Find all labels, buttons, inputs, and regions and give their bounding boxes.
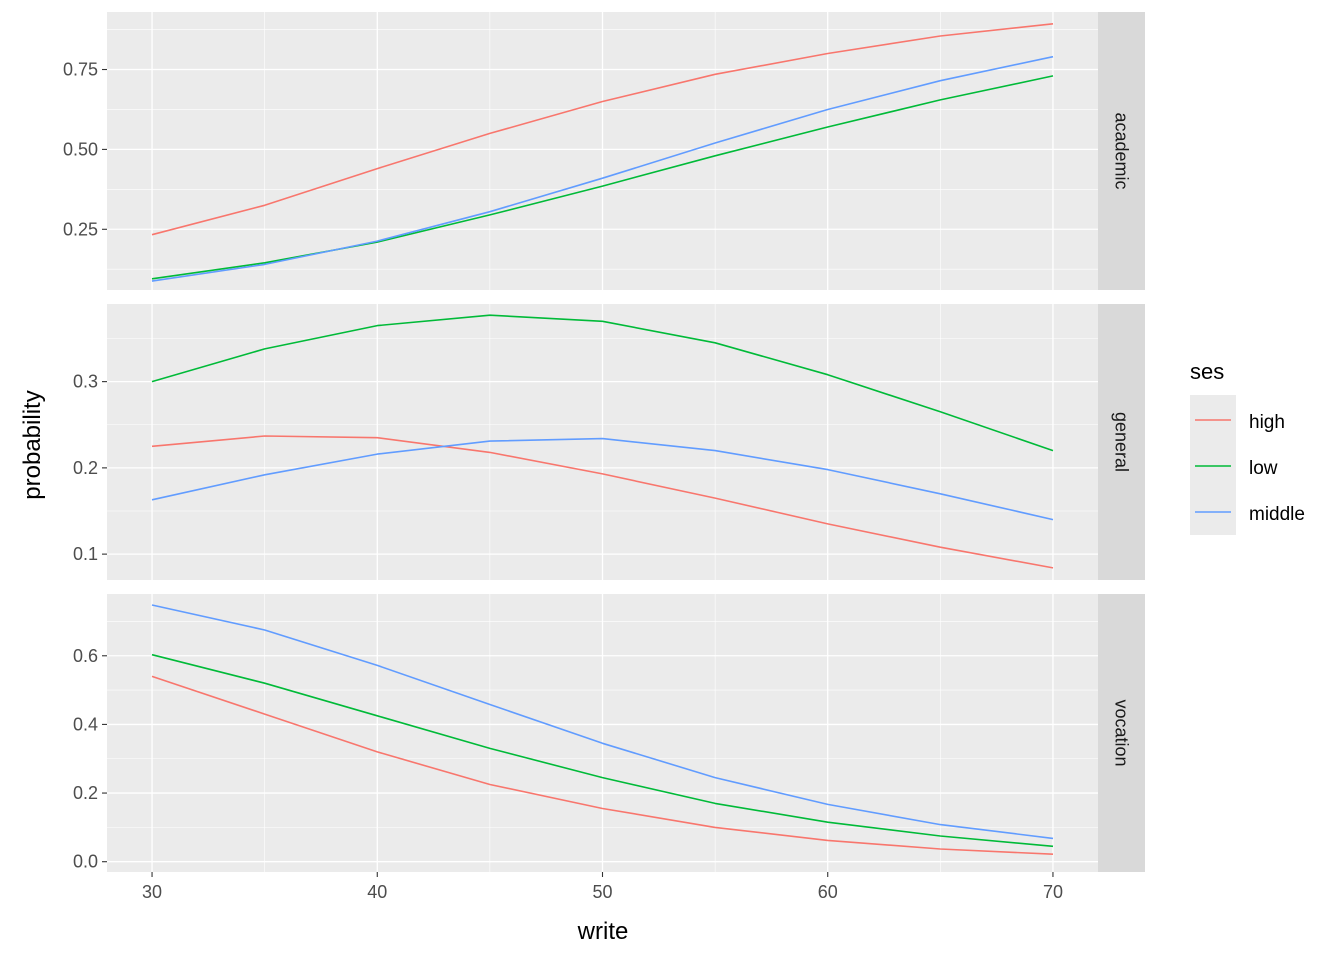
- legend-label-high: high: [1249, 412, 1285, 433]
- series-line-vocation-low: [151, 653, 1054, 848]
- x-tick-label: 30: [142, 882, 162, 902]
- x-tick-label: 40: [367, 882, 387, 902]
- series-line-general-low: [151, 314, 1054, 452]
- strip-general: general: [1098, 304, 1145, 580]
- series-line-vocation-high: [151, 675, 1054, 855]
- strip-label: academic: [1112, 112, 1132, 189]
- strip-background: [1098, 12, 1145, 290]
- strip-academic: academic: [1098, 12, 1145, 290]
- series-line-vocation-middle: [151, 604, 1054, 840]
- x-tick-label: 60: [818, 882, 838, 902]
- series-line-academic-middle: [151, 55, 1054, 282]
- y-tick-label: 0.4: [73, 714, 98, 734]
- y-axis-title: probability: [19, 390, 46, 499]
- facet-strips: academic general vocation: [1098, 12, 1145, 872]
- strip-background: [1098, 304, 1145, 580]
- x-tick-label: 50: [592, 882, 612, 902]
- strip-label: general: [1112, 412, 1132, 472]
- y-tick-label: 0.2: [73, 783, 98, 803]
- panel-vocation: 0.0 0.2 0.4 0.6: [73, 594, 1098, 872]
- legend-label-low: low: [1249, 458, 1278, 479]
- y-tick-label: 0.50: [63, 139, 98, 159]
- strip-vocation: vocation: [1098, 594, 1145, 872]
- y-tick-label: 0.2: [73, 458, 98, 478]
- x-tick-label: 70: [1043, 882, 1063, 902]
- strip-background: [1098, 594, 1145, 872]
- legend-label-middle: middle: [1249, 504, 1305, 525]
- panel-general: 0.1 0.2 0.3: [73, 304, 1098, 580]
- series-line-general-high: [151, 435, 1054, 569]
- y-tick-label: 0.6: [73, 646, 98, 666]
- series-line-academic-high: [151, 23, 1054, 236]
- series-line-general-middle: [151, 437, 1054, 521]
- panel-academic: 0.25 0.50 0.75: [63, 12, 1098, 290]
- legend: ses high low middle: [1190, 359, 1305, 535]
- legend-key-background: [1190, 395, 1236, 535]
- y-tick-label: 0.75: [63, 60, 98, 80]
- facet-panels: 0.25 0.50 0.75 0.1 0.2 0.3 0.0 0.2 0.4 0.6: [63, 12, 1098, 872]
- x-axis-title: write: [577, 918, 629, 945]
- y-tick-label: 0.1: [73, 544, 98, 564]
- strip-label: vocation: [1112, 699, 1132, 766]
- x-axis: 30 40 50 60 70: [142, 872, 1063, 902]
- legend-title: ses: [1190, 359, 1224, 384]
- y-tick-label: 0.0: [73, 852, 98, 872]
- y-tick-label: 0.3: [73, 372, 98, 392]
- y-tick-label: 0.25: [63, 219, 98, 239]
